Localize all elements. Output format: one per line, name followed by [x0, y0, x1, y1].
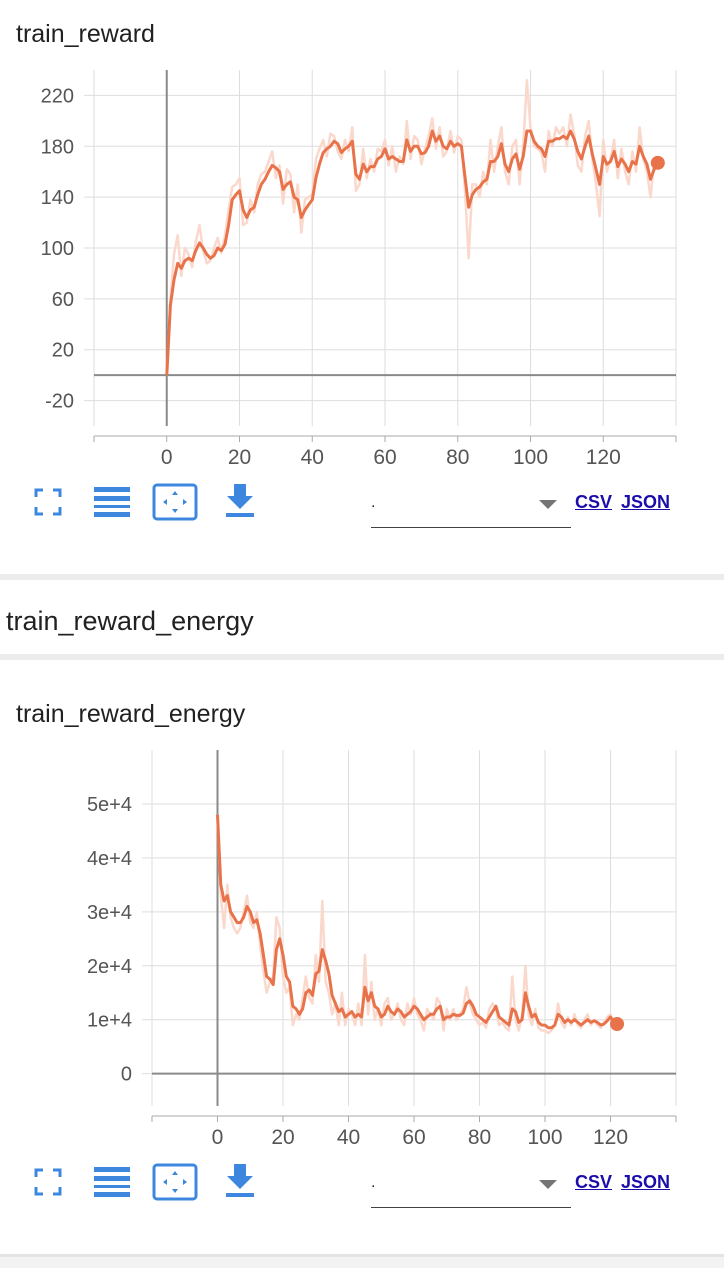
json-download-link[interactable]: JSON — [621, 1172, 671, 1192]
run-selector-value: . — [371, 494, 376, 511]
x-tick-label: 20 — [271, 1126, 294, 1149]
fit-domain-icon[interactable] — [152, 1162, 198, 1202]
smoothed-series-line — [165, 129, 660, 376]
section-header[interactable]: train_reward_energy — [0, 574, 724, 660]
chevron-down-icon — [539, 500, 557, 509]
y-tick-label: 20 — [52, 340, 74, 362]
x-tick-label: 80 — [468, 1126, 491, 1149]
y-tick-label: 4e+4 — [87, 848, 132, 870]
chart-title: train_reward — [16, 20, 155, 48]
y-tick-label: 100 — [41, 238, 74, 260]
chevron-down-icon — [539, 1180, 557, 1189]
x-tick-label: 40 — [301, 446, 324, 469]
y-tick-label: 2e+4 — [87, 956, 132, 978]
x-tick-label: 20 — [228, 446, 251, 469]
x-tick-label: 0 — [161, 446, 173, 469]
list-icon[interactable] — [89, 482, 135, 522]
fit-domain-icon[interactable] — [152, 482, 198, 522]
y-tick-label: 3e+4 — [87, 902, 132, 924]
y-tick-label: 140 — [41, 187, 74, 209]
run-selector[interactable]: . — [371, 488, 571, 528]
download-icon[interactable] — [217, 1160, 263, 1200]
raw-series-line — [165, 78, 659, 376]
x-tick-label: 60 — [373, 446, 396, 469]
y-tick-label: 1e+4 — [87, 1010, 132, 1032]
csv-download-link[interactable]: CSV — [575, 1172, 613, 1192]
x-tick-label: 40 — [337, 1126, 360, 1149]
y-tick-label: 0 — [121, 1064, 132, 1086]
run-selector-value: . — [371, 1174, 376, 1191]
y-tick-label: 60 — [52, 289, 74, 311]
y-tick-label: -20 — [45, 391, 74, 413]
train-reward-chart[interactable]: 220 180 140 100 60 20 -20 0 20 40 60 80 100 120 — [0, 60, 724, 470]
y-tick-label: 5e+4 — [87, 794, 132, 816]
x-tick-label: 120 — [593, 1126, 628, 1149]
download-icon[interactable] — [217, 480, 263, 520]
x-tick-label: 0 — [212, 1126, 224, 1149]
x-tick-label: 120 — [586, 446, 621, 469]
json-download-link[interactable]: JSON — [621, 492, 671, 512]
next-section-divider — [0, 1254, 724, 1268]
x-tick-label: 60 — [402, 1126, 425, 1149]
train-reward-energy-chart[interactable]: 5e+4 4e+4 3e+4 2e+4 1e+4 0 0 20 40 60 80 100 120 — [0, 740, 724, 1150]
section-title: train_reward_energy — [6, 606, 254, 636]
fullscreen-icon[interactable] — [25, 482, 71, 522]
run-selector[interactable]: . — [371, 1168, 571, 1208]
csv-download-link[interactable]: CSV — [575, 492, 613, 512]
x-tick-label: 80 — [446, 446, 469, 469]
x-tick-label: 100 — [513, 446, 548, 469]
y-tick-label: 220 — [41, 85, 74, 107]
raw-series-line — [216, 814, 617, 1035]
fullscreen-icon[interactable] — [25, 1162, 71, 1202]
x-tick-label: 100 — [527, 1126, 562, 1149]
chart-title: train_reward_energy — [16, 700, 246, 728]
smoothed-series-line — [216, 814, 618, 1030]
last-point-marker — [650, 155, 665, 170]
last-point-marker — [610, 1017, 625, 1032]
y-tick-label: 180 — [41, 136, 74, 158]
list-icon[interactable] — [89, 1162, 135, 1202]
